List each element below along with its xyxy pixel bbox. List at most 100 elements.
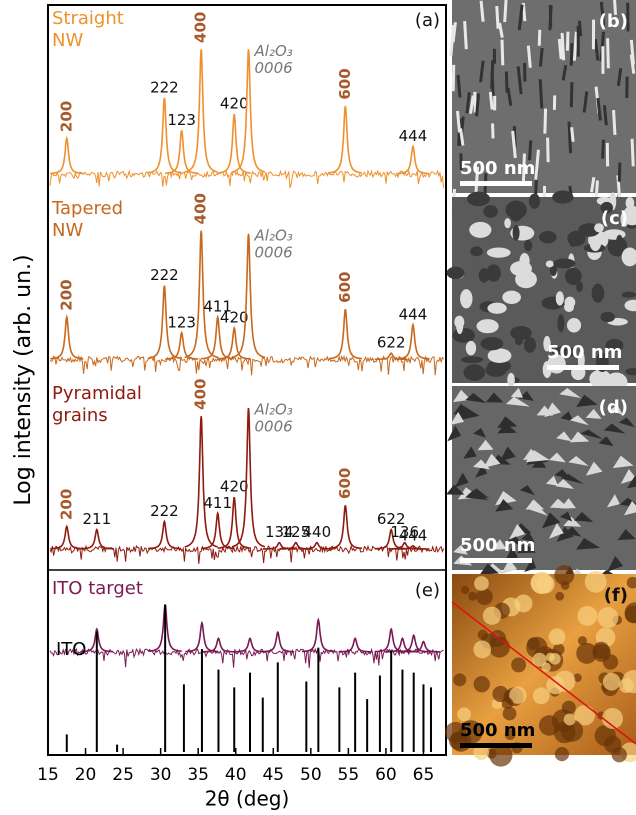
x-tick-label: 40 [225,765,247,785]
texture [531,573,552,594]
peak-label: 420 [220,478,249,496]
texture [550,5,551,30]
peak-label: 211 [82,510,111,528]
texture [497,6,498,29]
texture [481,1,483,22]
texture [592,284,605,303]
figure: Log intensity (arb. un.) 2θ (deg) 152025… [0,0,636,815]
texture [603,140,604,159]
texture [567,318,581,332]
peak [329,309,362,358]
peak [50,526,83,548]
texture [515,337,523,345]
texture [555,747,569,761]
peak [80,530,113,549]
texture [567,32,568,51]
peak-label: 600 [336,468,354,499]
peak [185,416,218,547]
scale-label: 500 nm [460,720,535,741]
texture [452,328,474,343]
texture [608,38,609,68]
texture [622,292,636,298]
peak-label: 222 [150,78,179,96]
peak-label: 400 [192,193,210,224]
peak-label: 444 [399,127,428,145]
peak-label: 420 [220,309,249,327]
texture [559,39,561,59]
texture [569,122,571,153]
x-tick-label: 50 [300,765,322,785]
texture [619,162,620,181]
micrograph: (f)500 nm [445,565,636,767]
panel-tag: (a) [415,10,440,31]
texture [506,71,507,92]
x-tick-label: 15 [37,765,59,785]
texture [604,105,606,125]
texture [539,231,557,243]
micrograph: (c)500 nm [447,191,636,392]
texture [468,592,477,601]
peak [50,317,83,359]
peak [329,505,362,548]
texture [453,65,454,91]
texture [549,628,566,645]
peak [185,231,218,358]
texture [492,686,508,702]
peak [302,620,335,652]
peak-label: 123 [167,313,196,331]
texture [571,82,572,107]
texture [542,663,551,672]
texture [458,75,460,97]
texture [461,586,469,594]
texture [476,589,492,605]
peak [329,106,362,173]
substrate-label: Al₂O₃ [254,401,293,419]
substrate-label: Al₂O₃ [254,226,293,244]
texture [564,302,574,312]
peak-label: 622 [377,334,406,352]
texture [519,253,529,269]
peak [396,147,429,174]
texture [631,40,633,65]
texture [527,637,540,650]
peak-label: 200 [57,101,75,132]
texture [528,46,530,68]
texture [554,565,574,585]
texture [546,261,554,268]
x-tick-label: 60 [375,765,397,785]
sample-name: NW [52,220,83,241]
peak-label: 123 [167,111,196,129]
micrograph: (d)500 nm [446,386,636,580]
substrate-label: Al₂O₃ [254,42,293,60]
texture [578,636,587,645]
peak [202,638,235,651]
texture [520,5,522,22]
peak [50,138,83,173]
texture [533,687,550,704]
texture [463,364,485,381]
texture [470,246,483,256]
texture [524,337,536,353]
peak-label: 400 [192,12,210,43]
texture [545,109,546,134]
texture [524,240,532,251]
scale-bar [460,558,532,563]
peak-label: 222 [150,266,179,284]
scale-label: 500 nm [547,342,622,363]
peak-label: 420 [220,95,249,113]
texture [477,94,479,117]
texture [502,291,521,304]
panel-tag: (e) [415,580,440,601]
micrograph: (b)500 nm [451,0,636,220]
peak [148,98,181,173]
sample-name: Pyramidal [52,383,142,404]
texture [466,341,476,356]
peak-label: 200 [57,279,75,310]
texture [453,673,466,686]
texture [632,139,633,166]
image-tag: (d) [599,397,628,418]
texture [509,206,522,221]
texture [540,48,542,66]
texture [600,312,615,322]
peak-label: 600 [336,272,354,303]
